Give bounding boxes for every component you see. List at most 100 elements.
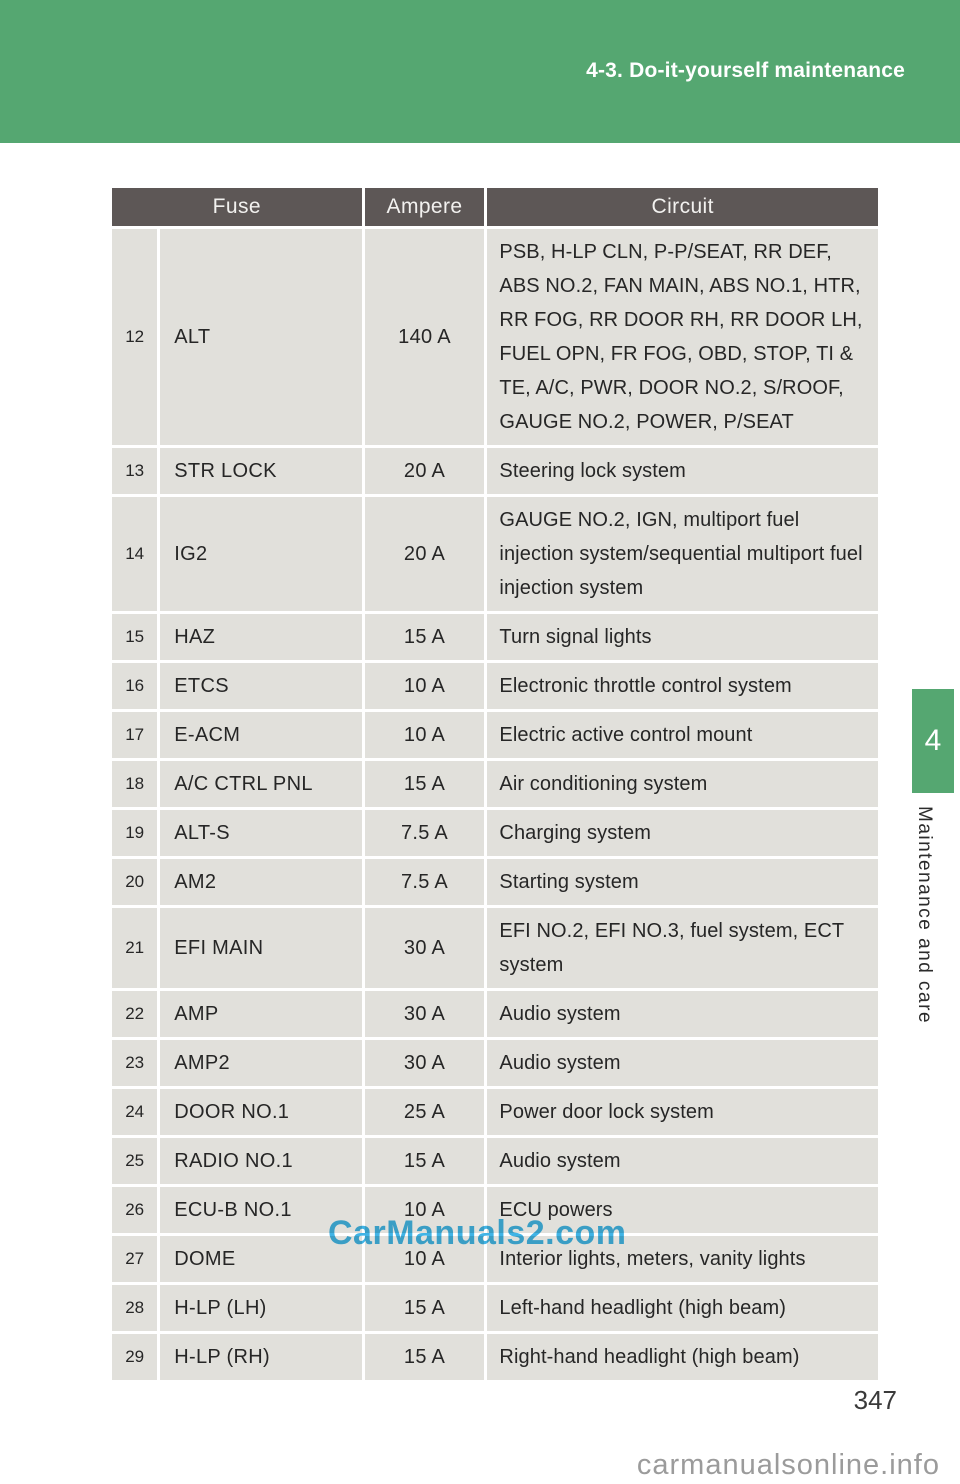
fuse-circuit: Audio system bbox=[487, 991, 878, 1037]
fuse-ampere: 30 A bbox=[364, 991, 485, 1037]
table-row: 14 IG2 20 A GAUGE NO.2, IGN, multiport fuel… bbox=[112, 497, 878, 611]
fuse-name: H-LP (RH) bbox=[160, 1334, 362, 1380]
table-header-row: Fuse Ampere Circuit bbox=[112, 188, 878, 226]
fuse-ampere: 140 A bbox=[364, 229, 485, 445]
fuse-ampere: 15 A bbox=[364, 761, 485, 807]
table-row: 29 H-LP (RH) 15 A Right-hand headlight (hig… bbox=[112, 1334, 878, 1380]
fuse-ampere: 20 A bbox=[364, 497, 485, 611]
fuse-number: 18 bbox=[112, 761, 158, 807]
table-row: 22 AMP 30 A Audio system bbox=[112, 991, 878, 1037]
table-row: 23 AMP2 30 A Audio system bbox=[112, 1040, 878, 1086]
fuse-ampere: 30 A bbox=[364, 908, 485, 988]
chapter-tab: 4 bbox=[912, 689, 954, 793]
col-header-ampere: Ampere bbox=[364, 188, 485, 226]
fuse-number: 15 bbox=[112, 614, 158, 660]
fuse-number: 29 bbox=[112, 1334, 158, 1380]
table-row: 13 STR LOCK 20 A Steering lock system bbox=[112, 448, 878, 494]
fuse-ampere: 20 A bbox=[364, 448, 485, 494]
table-row: 21 EFI MAIN 30 A EFI NO.2, EFI NO.3, fuel s… bbox=[112, 908, 878, 988]
fuse-circuit: Audio system bbox=[487, 1138, 878, 1184]
fuse-number: 19 bbox=[112, 810, 158, 856]
fuse-ampere: 15 A bbox=[364, 614, 485, 660]
fuse-name: AM2 bbox=[160, 859, 362, 905]
fuse-number: 21 bbox=[112, 908, 158, 988]
fuse-name: IG2 bbox=[160, 497, 362, 611]
fuse-name: HAZ bbox=[160, 614, 362, 660]
chapter-number: 4 bbox=[924, 724, 942, 757]
table-row: 26 ECU-B NO.1 10 A ECU powers bbox=[112, 1187, 878, 1233]
fuse-number: 26 bbox=[112, 1187, 158, 1233]
fuse-circuit: GAUGE NO.2, IGN, multiport fuel injectio… bbox=[487, 497, 878, 611]
fuse-circuit: Electric active control mount bbox=[487, 712, 878, 758]
fuse-number: 13 bbox=[112, 448, 158, 494]
page-number: 347 bbox=[853, 1385, 897, 1415]
section-title: 4-3. Do-it-yourself maintenance bbox=[586, 59, 905, 82]
fuse-ampere: 15 A bbox=[364, 1138, 485, 1184]
fuse-name: AMP bbox=[160, 991, 362, 1037]
col-header-fuse: Fuse bbox=[112, 188, 362, 226]
fuse-circuit: PSB, H-LP CLN, P-P/SEAT, RR DEF, ABS NO.… bbox=[487, 229, 878, 445]
table-row: 12 ALT 140 A PSB, H-LP CLN, P-P/SEAT, RR DE… bbox=[112, 229, 878, 445]
fuse-table-body: 12 ALT 140 A PSB, H-LP CLN, P-P/SEAT, RR DE… bbox=[112, 229, 878, 1380]
fuse-table: Fuse Ampere Circuit 12 ALT 140 A PSB, H-LP … bbox=[109, 185, 881, 1383]
fuse-circuit: Left-hand headlight (high beam) bbox=[487, 1285, 878, 1331]
table-row: 20 AM2 7.5 A Starting system bbox=[112, 859, 878, 905]
fuse-ampere: 7.5 A bbox=[364, 810, 485, 856]
fuse-circuit: Interior lights, meters, vanity lights bbox=[487, 1236, 878, 1282]
table-row: 24 DOOR NO.1 25 A Power door lock system bbox=[112, 1089, 878, 1135]
fuse-number: 14 bbox=[112, 497, 158, 611]
fuse-ampere: 15 A bbox=[364, 1285, 485, 1331]
table-row: 27 DOME 10 A Interior lights, meters, vanit… bbox=[112, 1236, 878, 1282]
fuse-name: RADIO NO.1 bbox=[160, 1138, 362, 1184]
fuse-number: 12 bbox=[112, 229, 158, 445]
table-row: 15 HAZ 15 A Turn signal lights bbox=[112, 614, 878, 660]
fuse-name: ALT-S bbox=[160, 810, 362, 856]
table-row: 16 ETCS 10 A Electronic throttle control sy… bbox=[112, 663, 878, 709]
fuse-name: DOME bbox=[160, 1236, 362, 1282]
fuse-number: 22 bbox=[112, 991, 158, 1037]
fuse-name: ALT bbox=[160, 229, 362, 445]
fuse-table-grid: Fuse Ampere Circuit 12 ALT 140 A PSB, H-LP … bbox=[109, 185, 881, 1383]
fuse-number: 23 bbox=[112, 1040, 158, 1086]
fuse-circuit: Starting system bbox=[487, 859, 878, 905]
fuse-circuit: Power door lock system bbox=[487, 1089, 878, 1135]
fuse-circuit: ECU powers bbox=[487, 1187, 878, 1233]
fuse-ampere: 7.5 A bbox=[364, 859, 485, 905]
fuse-number: 16 bbox=[112, 663, 158, 709]
fuse-ampere: 10 A bbox=[364, 1187, 485, 1233]
chapter-header-band: 4-3. Do-it-yourself maintenance bbox=[0, 0, 960, 143]
table-row: 19 ALT-S 7.5 A Charging system bbox=[112, 810, 878, 856]
fuse-name: EFI MAIN bbox=[160, 908, 362, 988]
fuse-name: DOOR NO.1 bbox=[160, 1089, 362, 1135]
fuse-circuit: EFI NO.2, EFI NO.3, fuel system, ECT sys… bbox=[487, 908, 878, 988]
fuse-circuit: Air conditioning system bbox=[487, 761, 878, 807]
fuse-name: AMP2 bbox=[160, 1040, 362, 1086]
fuse-name: ECU-B NO.1 bbox=[160, 1187, 362, 1233]
fuse-ampere: 30 A bbox=[364, 1040, 485, 1086]
fuse-ampere: 15 A bbox=[364, 1334, 485, 1380]
table-row: 28 H-LP (LH) 15 A Left-hand headlight (high… bbox=[112, 1285, 878, 1331]
chapter-label: Maintenance and care bbox=[914, 806, 935, 1025]
fuse-circuit: Charging system bbox=[487, 810, 878, 856]
fuse-ampere: 10 A bbox=[364, 1236, 485, 1282]
fuse-name: H-LP (LH) bbox=[160, 1285, 362, 1331]
col-header-circuit: Circuit bbox=[487, 188, 878, 226]
fuse-circuit: Audio system bbox=[487, 1040, 878, 1086]
fuse-ampere: 25 A bbox=[364, 1089, 485, 1135]
fuse-ampere: 10 A bbox=[364, 712, 485, 758]
fuse-name: E-ACM bbox=[160, 712, 362, 758]
fuse-number: 24 bbox=[112, 1089, 158, 1135]
fuse-circuit: Electronic throttle control system bbox=[487, 663, 878, 709]
fuse-circuit: Turn signal lights bbox=[487, 614, 878, 660]
fuse-ampere: 10 A bbox=[364, 663, 485, 709]
fuse-circuit: Right-hand headlight (high beam) bbox=[487, 1334, 878, 1380]
table-row: 25 RADIO NO.1 15 A Audio system bbox=[112, 1138, 878, 1184]
watermark-carmanualsonline: carmanualsonline.info bbox=[636, 1449, 940, 1481]
fuse-name: STR LOCK bbox=[160, 448, 362, 494]
fuse-number: 25 bbox=[112, 1138, 158, 1184]
table-row: 17 E-ACM 10 A Electric active control mount bbox=[112, 712, 878, 758]
fuse-number: 20 bbox=[112, 859, 158, 905]
fuse-name: A/C CTRL PNL bbox=[160, 761, 362, 807]
fuse-number: 27 bbox=[112, 1236, 158, 1282]
fuse-number: 28 bbox=[112, 1285, 158, 1331]
